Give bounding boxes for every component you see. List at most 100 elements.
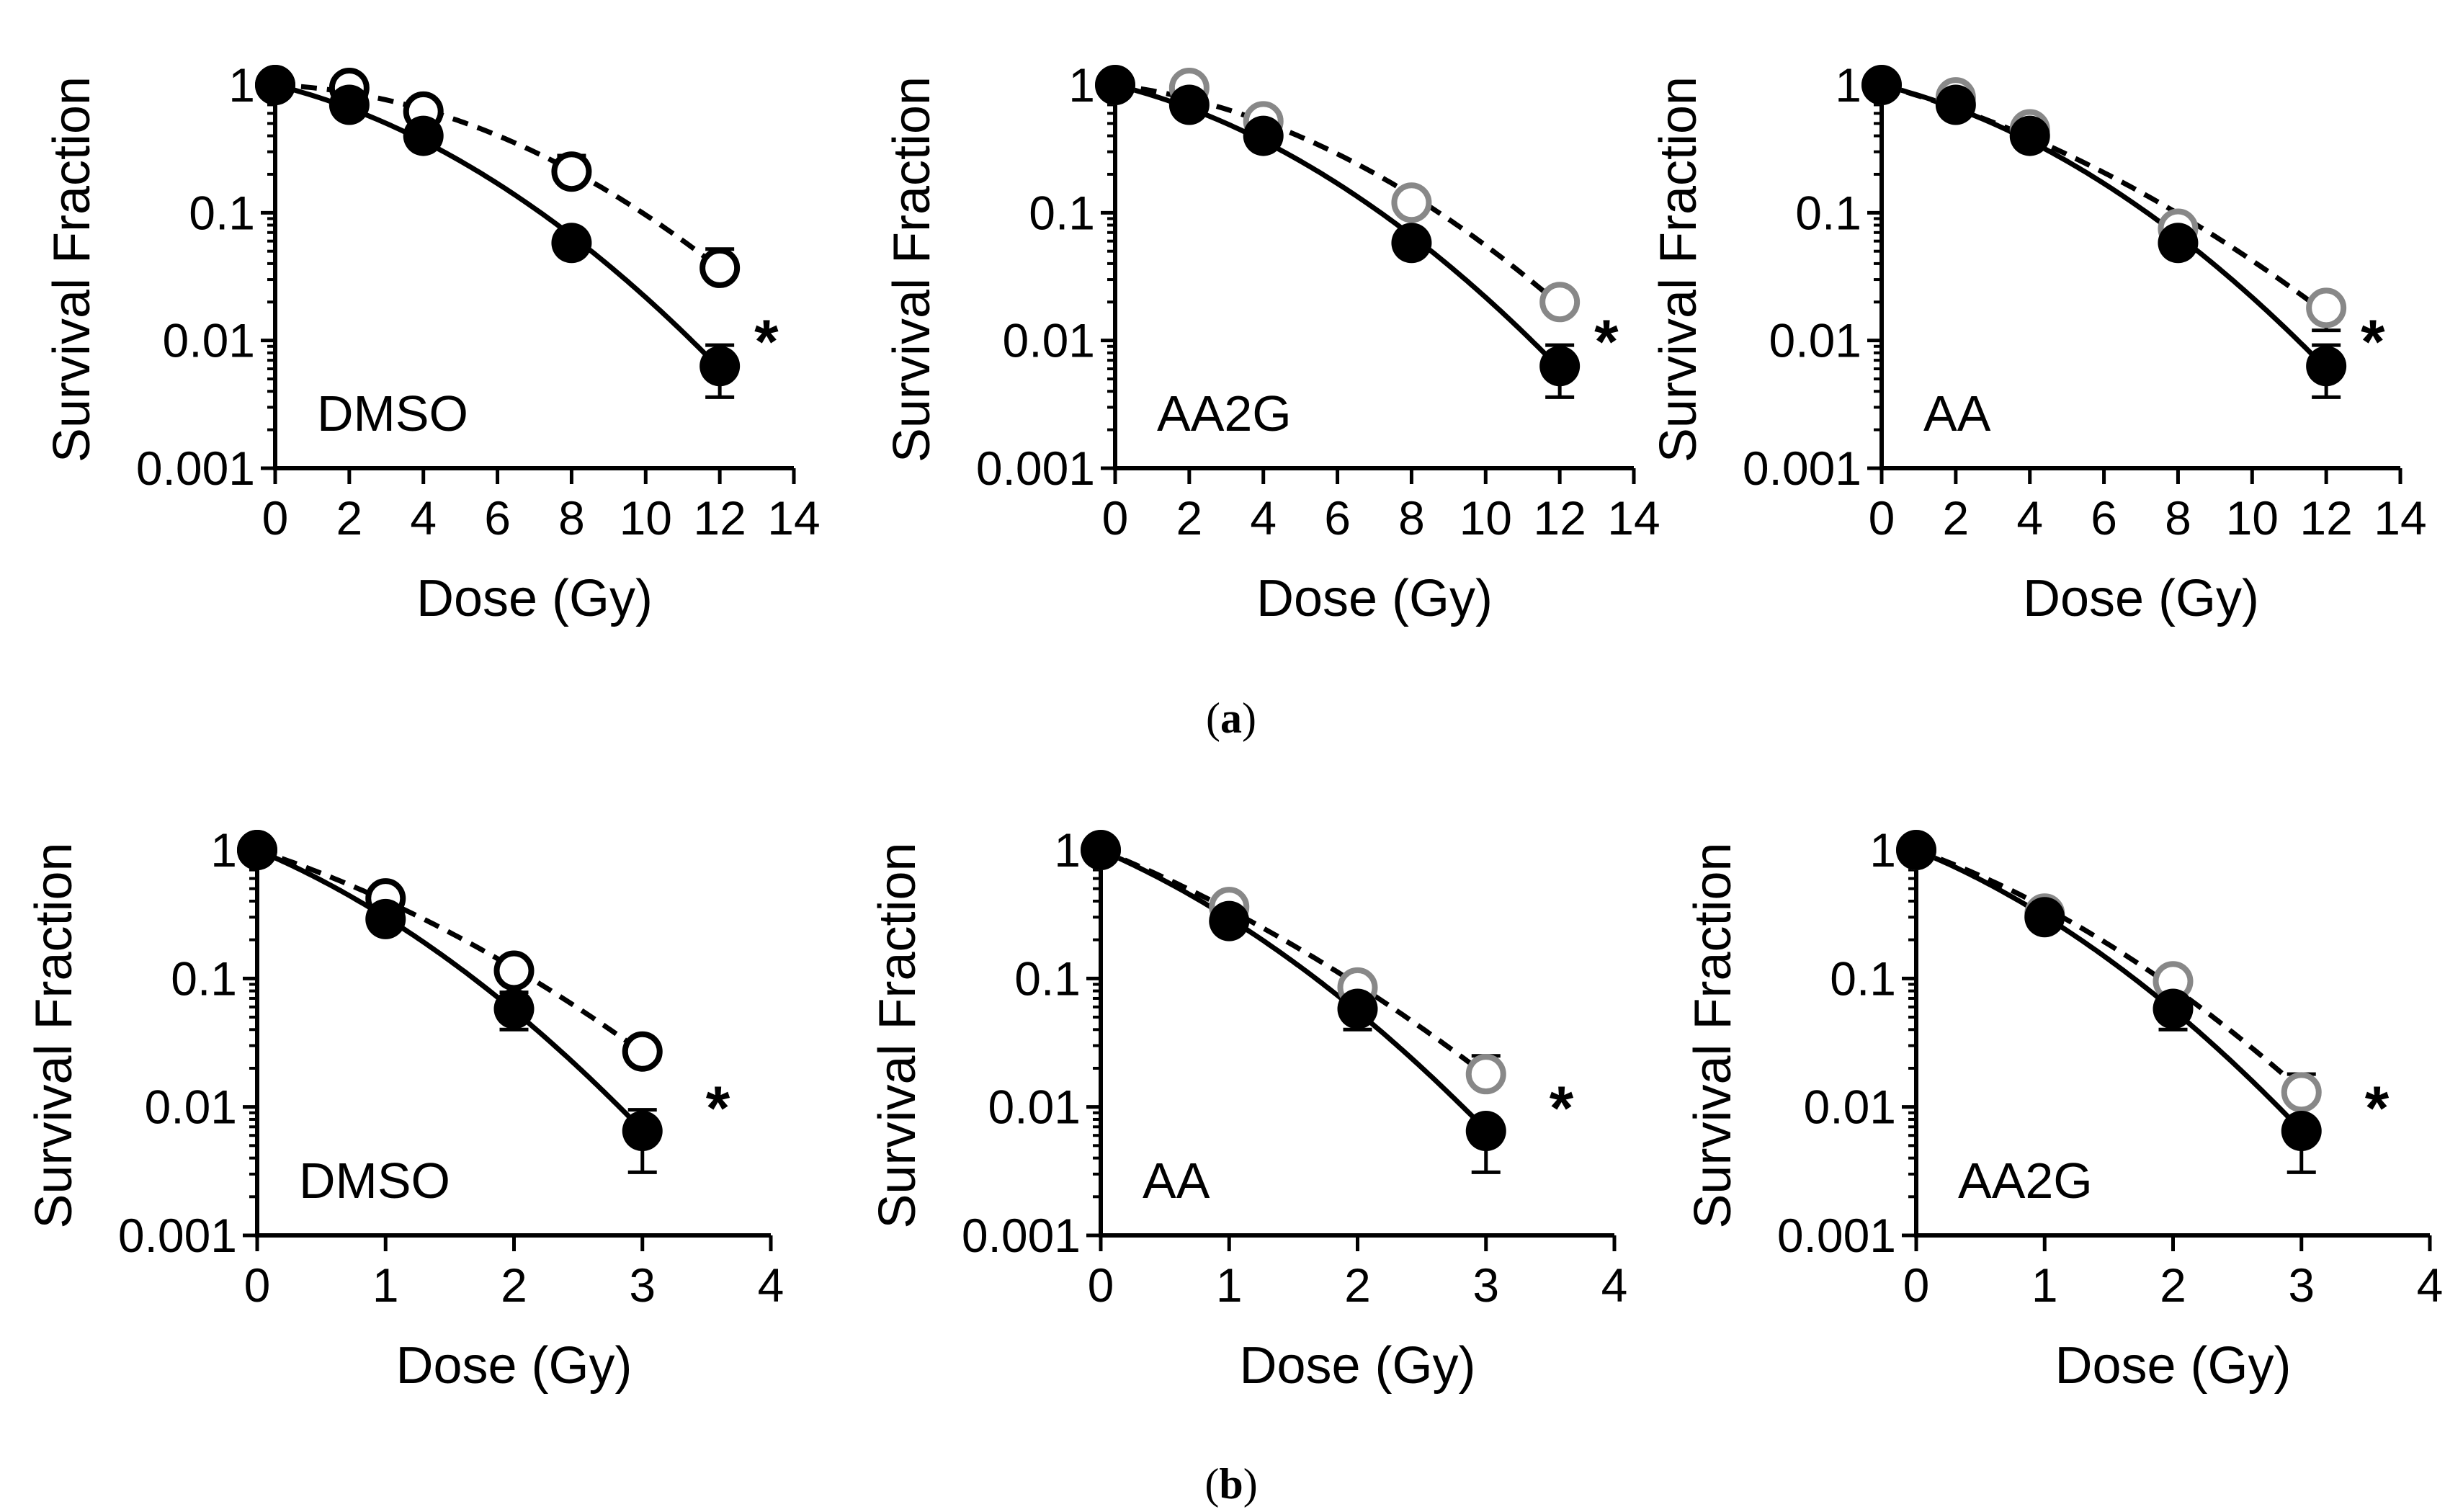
data-point-control <box>255 65 295 105</box>
y-tick-label: 1 <box>228 58 255 112</box>
x-tick-label: 8 <box>1398 491 1425 545</box>
y-axis-title: Survival Fraction <box>25 842 83 1228</box>
significance-star: * <box>1550 1074 1574 1143</box>
y-tick-label: 0.1 <box>1795 186 1861 239</box>
data-point-control <box>1095 65 1135 105</box>
x-tick-label: 6 <box>2091 491 2117 545</box>
data-point-control <box>1168 84 1210 125</box>
y-axis-title: Survival Fraction <box>1684 842 1742 1228</box>
panel-annotation: DMSO <box>299 1153 450 1209</box>
data-point-control <box>1896 830 1936 870</box>
data-point-control <box>2024 897 2065 938</box>
data-point-control <box>622 1111 663 1152</box>
data-point-control <box>2009 115 2050 156</box>
x-tick-label: 0 <box>244 1258 271 1312</box>
fit-curve-treated <box>1099 847 1488 1078</box>
x-axis-title: Dose (Gy) <box>395 1337 632 1395</box>
significance-star: * <box>706 1074 730 1143</box>
data-point-treated <box>2281 1072 2322 1113</box>
y-tick-label: 0.01 <box>1804 1081 1896 1134</box>
data-point-control <box>1465 1111 1506 1152</box>
x-tick-label: 4 <box>2016 491 2043 545</box>
x-tick-label: 4 <box>2417 1258 2444 1312</box>
x-axis-title: Dose (Gy) <box>416 570 653 627</box>
y-tick-label: 1 <box>1054 823 1081 877</box>
data-point-control <box>551 223 592 264</box>
x-tick-label: 14 <box>767 491 820 545</box>
fit-curve-control <box>256 847 645 1132</box>
data-point-control <box>1861 65 1902 105</box>
y-tick-label: 0.001 <box>118 1209 237 1262</box>
y-axis-title: Survival Fraction <box>883 76 941 462</box>
y-tick-label: 0.01 <box>1003 314 1095 367</box>
x-axis-title: Dose (Gy) <box>2055 1337 2291 1395</box>
x-tick-label: 10 <box>1460 491 1512 545</box>
fit-curve-control <box>1099 847 1488 1132</box>
x-tick-label: 2 <box>2160 1258 2186 1312</box>
x-tick-label: 4 <box>1250 491 1277 545</box>
y-tick-label: 1 <box>1835 58 1861 112</box>
data-point-treated <box>2306 287 2347 328</box>
x-tick-label: 2 <box>336 491 362 545</box>
x-tick-label: 3 <box>2288 1258 2315 1312</box>
x-tick-label: 12 <box>1533 491 1586 545</box>
data-point-control <box>1391 223 1432 264</box>
y-tick-label: 0.01 <box>988 1081 1081 1134</box>
x-tick-label: 3 <box>629 1258 656 1312</box>
y-tick-label: 0.001 <box>1777 1209 1896 1262</box>
significance-star: * <box>2365 1074 2390 1143</box>
y-tick-label: 0.1 <box>171 952 237 1005</box>
y-tick-label: 1 <box>1068 58 1095 112</box>
data-point-control <box>1081 830 1121 870</box>
data-point-control <box>1935 84 1976 125</box>
panel-annotation: DMSO <box>317 385 468 442</box>
y-tick-label: 1 <box>1869 823 1896 877</box>
data-point-control <box>1539 346 1581 387</box>
x-tick-label: 4 <box>1601 1258 1628 1312</box>
fit-curve-treated <box>256 847 644 1055</box>
data-point-control <box>365 898 406 939</box>
data-point-control <box>699 346 741 387</box>
x-tick-label: 2 <box>501 1258 527 1312</box>
fit-curve-treated <box>274 82 722 271</box>
y-axis-title: Survival Fraction <box>1650 76 1707 462</box>
data-point-treated <box>622 1031 663 1072</box>
x-tick-label: 1 <box>372 1258 399 1312</box>
x-tick-label: 2 <box>1176 491 1202 545</box>
x-tick-label: 6 <box>1324 491 1351 545</box>
y-tick-label: 0.001 <box>1743 442 1861 495</box>
x-tick-label: 10 <box>2226 491 2279 545</box>
x-tick-label: 8 <box>2165 491 2191 545</box>
y-tick-label: 0.01 <box>1769 314 1861 367</box>
x-tick-label: 4 <box>758 1258 785 1312</box>
data-point-control <box>1337 988 1378 1029</box>
fit-curve-control <box>1881 82 2328 371</box>
data-point-control <box>237 830 277 870</box>
caption-b: (b) <box>1204 1460 1257 1508</box>
x-tick-label: 14 <box>2374 491 2426 545</box>
fit-curve-control <box>274 82 722 371</box>
y-tick-label: 0.001 <box>136 442 255 495</box>
y-tick-label: 0.001 <box>962 1209 1081 1262</box>
x-tick-label: 6 <box>484 491 511 545</box>
data-point-control <box>2158 223 2199 264</box>
x-axis-title: Dose (Gy) <box>1239 1337 1475 1395</box>
x-tick-label: 12 <box>693 491 746 545</box>
y-tick-label: 0.1 <box>1830 952 1896 1005</box>
panel-annotation: AA <box>1143 1153 1210 1209</box>
y-tick-label: 0.01 <box>145 1081 237 1134</box>
x-tick-label: 2 <box>1344 1258 1371 1312</box>
data-point-treated <box>551 151 592 192</box>
x-axis-title: Dose (Gy) <box>1256 570 1493 627</box>
data-point-control <box>1243 115 1284 156</box>
panel-annotation: AA <box>1923 385 1991 442</box>
y-axis-title: Survival Fraction <box>869 842 926 1228</box>
x-tick-label: 1 <box>2031 1258 2058 1312</box>
panel-annotation: AA2G <box>1157 385 1292 442</box>
y-tick-label: 0.1 <box>1014 952 1081 1005</box>
